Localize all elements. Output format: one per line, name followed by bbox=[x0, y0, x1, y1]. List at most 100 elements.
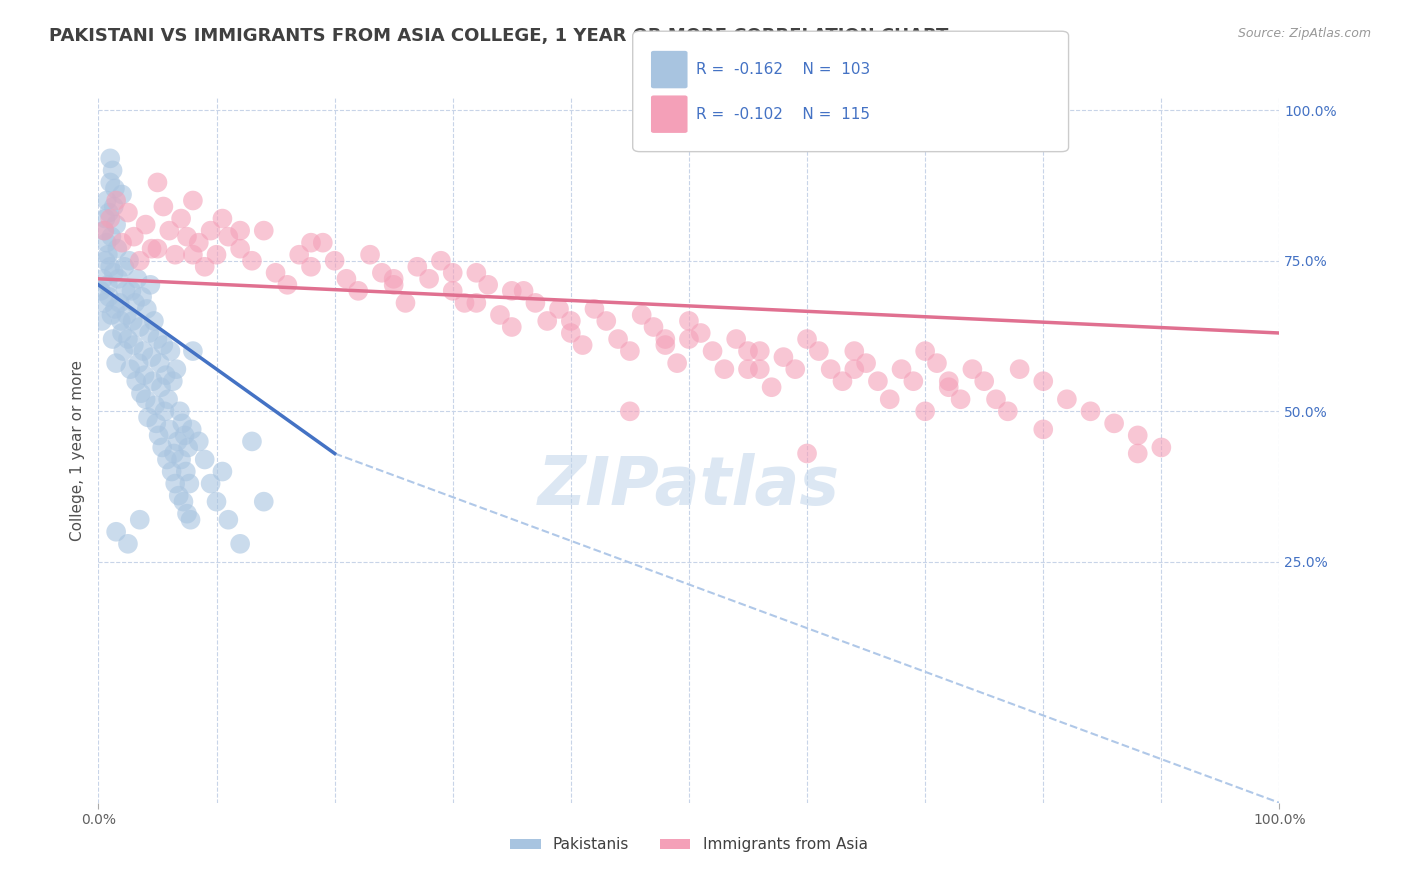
Point bbox=[93, 296, 115, 310]
Point bbox=[159, 344, 181, 359]
Point bbox=[117, 537, 139, 551]
Point bbox=[141, 242, 163, 256]
Point bbox=[619, 404, 641, 418]
Point bbox=[105, 524, 128, 539]
Point bbox=[157, 422, 180, 436]
Point bbox=[583, 301, 606, 316]
Point bbox=[1150, 441, 1173, 455]
Point bbox=[1032, 422, 1054, 436]
Point bbox=[97, 248, 120, 262]
Point bbox=[152, 338, 174, 352]
Point bbox=[128, 356, 150, 370]
Point bbox=[211, 211, 233, 226]
Point bbox=[121, 314, 143, 328]
Point bbox=[136, 410, 159, 425]
Point bbox=[181, 248, 204, 262]
Point bbox=[465, 266, 488, 280]
Point bbox=[299, 235, 322, 250]
Point bbox=[98, 260, 121, 274]
Point bbox=[141, 350, 163, 364]
Point bbox=[477, 277, 499, 292]
Point bbox=[112, 344, 135, 359]
Point bbox=[772, 350, 794, 364]
Point bbox=[441, 284, 464, 298]
Point bbox=[91, 272, 114, 286]
Point bbox=[654, 332, 676, 346]
Point bbox=[607, 332, 630, 346]
Point bbox=[253, 224, 276, 238]
Point bbox=[229, 242, 252, 256]
Point bbox=[169, 404, 191, 418]
Point bbox=[146, 176, 169, 190]
Point bbox=[135, 392, 157, 407]
Point bbox=[844, 362, 866, 376]
Point bbox=[162, 374, 184, 388]
Point bbox=[205, 494, 228, 508]
Point bbox=[524, 296, 547, 310]
Point bbox=[359, 248, 381, 262]
Point bbox=[240, 253, 263, 268]
Point bbox=[288, 248, 311, 262]
Point bbox=[172, 494, 194, 508]
Point bbox=[394, 296, 416, 310]
Point bbox=[1032, 374, 1054, 388]
Point bbox=[666, 356, 689, 370]
Point bbox=[98, 290, 121, 304]
Point bbox=[148, 428, 170, 442]
Point bbox=[94, 211, 117, 226]
Point bbox=[187, 434, 209, 449]
Point bbox=[702, 344, 724, 359]
Point bbox=[91, 314, 114, 328]
Point bbox=[98, 205, 121, 219]
Point bbox=[890, 362, 912, 376]
Point bbox=[165, 476, 187, 491]
Point bbox=[217, 513, 239, 527]
Point bbox=[217, 229, 239, 244]
Point bbox=[105, 194, 128, 208]
Point bbox=[785, 362, 807, 376]
Text: R =  -0.102    N =  115: R = -0.102 N = 115 bbox=[696, 107, 870, 121]
Point bbox=[1008, 362, 1031, 376]
Point bbox=[139, 277, 162, 292]
Point bbox=[153, 404, 176, 418]
Point bbox=[100, 229, 122, 244]
Point bbox=[173, 428, 195, 442]
Point bbox=[105, 242, 128, 256]
Point bbox=[179, 476, 201, 491]
Point bbox=[177, 441, 200, 455]
Point bbox=[997, 404, 1019, 418]
Point bbox=[678, 332, 700, 346]
Point bbox=[489, 308, 512, 322]
Point bbox=[176, 229, 198, 244]
Point bbox=[571, 338, 593, 352]
Point bbox=[737, 362, 759, 376]
Point bbox=[512, 284, 534, 298]
Point bbox=[134, 368, 156, 383]
Point bbox=[98, 152, 121, 166]
Point bbox=[1126, 446, 1149, 460]
Point bbox=[128, 253, 150, 268]
Point bbox=[962, 362, 984, 376]
Point bbox=[114, 284, 136, 298]
Point bbox=[121, 284, 143, 298]
Point bbox=[441, 266, 464, 280]
Point bbox=[129, 386, 152, 401]
Point bbox=[93, 224, 115, 238]
Point bbox=[748, 344, 770, 359]
Point bbox=[453, 296, 475, 310]
Point bbox=[122, 229, 145, 244]
Point bbox=[98, 211, 121, 226]
Point bbox=[264, 266, 287, 280]
Point bbox=[152, 200, 174, 214]
Point bbox=[938, 380, 960, 394]
Point bbox=[200, 224, 222, 238]
Point bbox=[157, 224, 180, 238]
Point bbox=[176, 507, 198, 521]
Point bbox=[347, 284, 370, 298]
Point bbox=[94, 253, 117, 268]
Point bbox=[117, 205, 139, 219]
Point bbox=[312, 235, 335, 250]
Point bbox=[160, 465, 183, 479]
Point bbox=[101, 163, 124, 178]
Point bbox=[111, 235, 134, 250]
